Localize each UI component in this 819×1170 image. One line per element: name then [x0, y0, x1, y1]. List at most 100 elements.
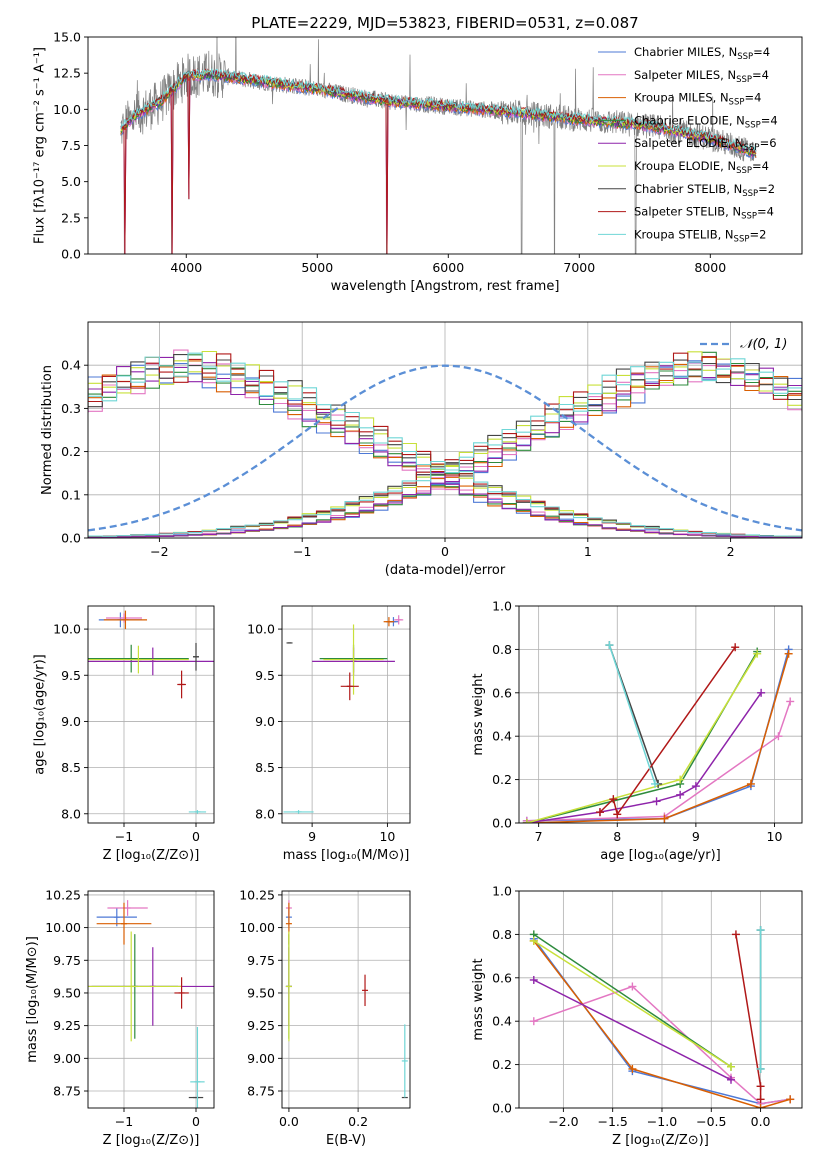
legend-entry-value: =4 [757, 205, 774, 219]
legend-entry-name: Salpeter STELIB, N [634, 205, 741, 219]
legend-entry: Salpeter ELODIE, NSSP=6 [634, 136, 777, 153]
grid-lines [282, 606, 410, 823]
x-tick-label: 7000 [563, 260, 595, 275]
x-tick-label: 4000 [170, 260, 202, 275]
x-tick-label: 6000 [432, 260, 464, 275]
plot-area [285, 900, 408, 1099]
data-point-with-errorbar [96, 902, 152, 945]
mass-weight-marker [727, 1062, 736, 1071]
spectrum-panel: 4000 5000 6000 7000 8000 0.0 2.5 5.0 7.5 10.0 12.5… [33, 30, 803, 294]
y-tick-label: 9.25 [247, 1018, 275, 1033]
residual-histogram-step [88, 356, 802, 538]
residual-histogram-step [88, 353, 802, 538]
y-tick-label: 9.00 [53, 1051, 81, 1066]
mass-weight-marker [756, 1104, 765, 1108]
y-tick-label: 9.50 [247, 985, 275, 1000]
legend-entry-value: =2 [749, 227, 766, 241]
data-point-with-errorbar [401, 1024, 408, 1098]
y-tick-label: 7.5 [61, 138, 81, 153]
mass-weight-marker [529, 936, 538, 945]
mass-weight-marker [660, 814, 669, 823]
normal-distribution-curve [88, 364, 802, 532]
mass-weight-line [608, 644, 656, 785]
mass-weight-marker [786, 1095, 795, 1104]
residual-histogram-step [88, 358, 802, 538]
axes-frame [87, 890, 215, 1109]
y-tick-label: 9.75 [53, 953, 81, 968]
data-point-with-errorbar [88, 647, 214, 676]
residual-histogram-step [88, 352, 802, 538]
mass-weight-marker [756, 1064, 765, 1073]
y-tick-label: 9.25 [53, 1018, 81, 1033]
y-tick-label: 0.0 [492, 1101, 512, 1116]
x-tick-label: −1.0 [647, 1114, 677, 1129]
data-point-with-errorbar [190, 1026, 205, 1108]
grid-lines [88, 606, 214, 823]
y-tick-label: 0.1 [61, 487, 81, 502]
data-point-with-errorbar [106, 613, 142, 623]
x-axis-label: (data-model)/error [385, 563, 506, 578]
x-axis-label: mass [log₁₀(M/M⊙)] [283, 848, 410, 863]
x-tick-label: −1 [293, 544, 311, 559]
residual-histogram-step [88, 351, 802, 538]
mass-weight-line [533, 940, 732, 1068]
data-point-with-errorbar [188, 810, 207, 814]
data-point-with-errorbar [103, 610, 148, 630]
y-tick-label: 8.0 [61, 806, 81, 821]
data-point-with-errorbar [340, 672, 359, 701]
y-tick-label: 0.2 [492, 1057, 512, 1072]
y-tick-label: 0.4 [492, 1014, 512, 1029]
mass-weight-line [735, 934, 762, 1100]
y-tick-label: 0.0 [61, 247, 81, 262]
data-point-with-errorbar [285, 931, 292, 1042]
legend-entry-subscript: SSP [744, 143, 760, 153]
y-tick-label: 12.5 [53, 66, 81, 81]
age-vs-mass-panel: 9 10 8.0 8.5 9.0 9.5 10.0 mass [log₁₀(M/M⊙)] [247, 605, 411, 863]
y-tick-label: 0.6 [492, 685, 512, 700]
data-point-with-errorbar [323, 624, 384, 695]
x-axis-label: Z [log₁₀(Z/Z⊙)] [612, 1133, 709, 1148]
grid-lines [88, 891, 214, 1108]
mass-weight-vs-age-panel: 7 8 9 10 0.0 0.2 0.4 0.6 0.8 1.0 age [log₁₀(age/yr… [471, 599, 803, 863]
axes-frame [518, 605, 803, 824]
axes-frame [87, 321, 803, 539]
data-point-with-errorbar [283, 810, 314, 814]
mass-weight-marker [753, 649, 762, 658]
y-tick-label: 9.0 [255, 714, 275, 729]
plot-area [529, 926, 795, 1108]
mass-weight-marker [628, 982, 637, 991]
y-tick-label: 2.5 [61, 210, 81, 225]
mass-weight-line [526, 649, 790, 822]
mass-weight-marker [605, 641, 614, 650]
x-tick-label: 0 [192, 1114, 200, 1129]
plot-area [88, 349, 802, 538]
legend-entry: Salpeter STELIB, NSSP=4 [634, 205, 774, 222]
legend-entry-subscript: SSP [741, 212, 757, 222]
x-axis-label: Z [log₁₀(Z/Z⊙)] [103, 1133, 200, 1148]
grid-lines [282, 891, 410, 1108]
y-tick-label: 10.25 [239, 887, 275, 902]
y-tick-label: 0.2 [61, 444, 81, 459]
x-tick-label: 10 [379, 829, 395, 844]
y-axis-label: mass [log₁₀(M/M⊙)] [25, 936, 40, 1063]
legend-entry-subscript: SSP [729, 98, 745, 108]
legend-entry-subscript: SSP [742, 189, 758, 199]
legend-entry-value: =6 [760, 136, 777, 150]
mass-weight-marker [786, 697, 795, 706]
y-tick-label: 0.0 [492, 816, 512, 831]
legend-entry-subscript: SSP [745, 120, 761, 130]
legend-entry-name: Kroupa ELODIE, N [634, 159, 736, 173]
legend-entry-value: =4 [753, 45, 770, 59]
y-axis-label: mass weight [471, 673, 486, 755]
y-tick-label: 15.0 [53, 30, 81, 45]
x-tick-label: 0.2 [348, 1114, 368, 1129]
x-tick-label: 10 [767, 829, 783, 844]
legend-entry: Chabrier ELODIE, NSSP=4 [634, 113, 778, 130]
x-tick-label: −1.5 [597, 1114, 627, 1129]
grid-lines [519, 605, 802, 824]
mass-weight-marker [731, 643, 740, 652]
legend-entry: Kroupa MILES, NSSP=4 [634, 91, 761, 108]
y-tick-label: 0.8 [492, 642, 512, 657]
legend-entry-value: =4 [752, 159, 769, 173]
legend-entry-value: =4 [761, 113, 778, 127]
